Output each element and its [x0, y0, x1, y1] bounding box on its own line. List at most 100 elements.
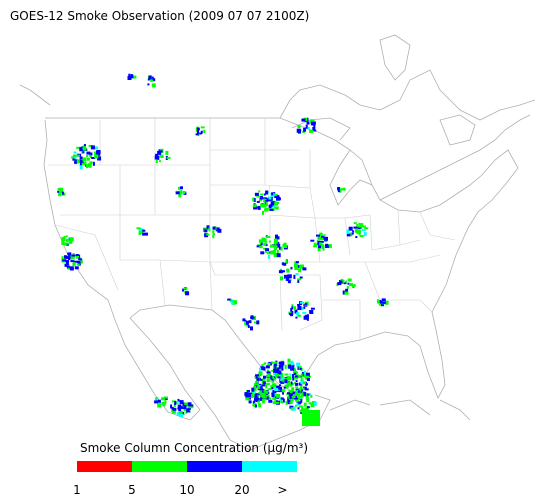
smoke-pixel [310, 307, 315, 310]
smoke-pixel [262, 210, 264, 215]
smoke-pixel [254, 397, 258, 401]
smoke-pixel [127, 76, 132, 80]
smoke-pixel [261, 391, 264, 396]
smoke-pixel [256, 200, 260, 203]
smoke-pixel [301, 389, 304, 392]
smoke-pixel [264, 241, 267, 244]
smoke-pixel [150, 79, 154, 82]
smoke-pixel [297, 306, 302, 310]
smoke-pixel [260, 251, 265, 255]
smoke-pixel [65, 260, 70, 262]
smoke-pixel [291, 396, 296, 398]
smoke-pixel [305, 303, 308, 306]
smoke-pixel [381, 298, 386, 302]
smoke-pixel [287, 382, 291, 385]
smoke-pixel [277, 236, 280, 240]
smoke-pixel [272, 204, 276, 209]
smoke-pixel [70, 260, 75, 263]
smoke-pixel [274, 366, 277, 370]
smoke-pixel [88, 144, 93, 147]
smoke-pixel [265, 202, 268, 207]
smoke-pixel [300, 307, 304, 311]
smoke-pixel [363, 232, 367, 237]
smoke-pixel [69, 237, 74, 242]
smoke-pixel [271, 361, 276, 364]
smoke-pixel [154, 400, 159, 404]
smoke-pixel [69, 266, 74, 270]
smoke-pixel [312, 127, 316, 130]
smoke-pixel [260, 378, 264, 381]
smoke-pixel [362, 225, 366, 228]
smoke-pixel [91, 157, 96, 159]
smoke-pixel [344, 291, 349, 295]
smoke-pixel [250, 315, 254, 320]
smoke-pixel [179, 413, 183, 417]
smoke-pixel [351, 232, 354, 235]
smoke-pixel [346, 230, 350, 234]
smoke-pixel [163, 396, 168, 399]
smoke-pixel [294, 263, 299, 268]
smoke-pixel [255, 376, 258, 379]
smoke-pixel [293, 406, 296, 411]
smoke-pixel [61, 191, 64, 195]
smoke-pixel [271, 393, 275, 398]
smoke-pixel [74, 159, 78, 163]
smoke-pixel [176, 412, 181, 417]
smoke-pixel [286, 384, 289, 389]
smoke-pixel [266, 252, 271, 255]
smoke-pixel [144, 232, 148, 236]
smoke-pixel [130, 74, 134, 79]
smoke-pixel [136, 227, 141, 230]
smoke-pixel [90, 156, 92, 158]
smoke-pixel [250, 392, 255, 396]
smoke-pixel [271, 201, 276, 206]
smoke-pixel [262, 398, 267, 401]
smoke-pixel [265, 392, 268, 397]
smoke-pixel [86, 151, 91, 155]
smoke-pixel [306, 399, 310, 403]
smoke-pixel [147, 83, 150, 86]
smoke-pixel [274, 373, 279, 378]
smoke-pixel [310, 403, 315, 408]
smoke-pixel [291, 382, 294, 386]
smoke-pixel [302, 410, 320, 426]
smoke-pixel [300, 301, 304, 304]
smoke-pixel [267, 363, 271, 366]
smoke-pixel [67, 252, 72, 256]
smoke-pixel [258, 403, 262, 408]
smoke-pixel [187, 407, 191, 410]
smoke-pixel [63, 255, 67, 260]
smoke-pixel [292, 362, 294, 366]
legend-title: Smoke Column Concentration (μg/m³) [80, 441, 308, 455]
smoke-pixel [291, 408, 296, 411]
smoke-pixel [337, 187, 341, 190]
smoke-pixel [278, 374, 281, 379]
smoke-pixel [62, 259, 67, 262]
smoke-pixel [257, 400, 260, 404]
smoke-pixel [283, 270, 286, 273]
smoke-pixel [285, 260, 288, 264]
smoke-pixel [340, 278, 344, 282]
smoke-pixel [258, 371, 263, 376]
smoke-pixel [65, 238, 69, 242]
smoke-pixel [307, 126, 310, 130]
smoke-pixel [82, 147, 87, 150]
smoke-pixel [340, 280, 344, 284]
smoke-pixel [280, 246, 283, 251]
smoke-pixel [183, 191, 187, 195]
smoke-pixel [304, 407, 309, 412]
smoke-pixel [65, 256, 70, 259]
smoke-pixel [304, 388, 309, 391]
smoke-pixel [274, 388, 279, 391]
smoke-pixel [295, 382, 299, 386]
smoke-pixel [353, 226, 358, 229]
smoke-pixel [206, 233, 210, 236]
smoke-pixel [174, 401, 177, 405]
smoke-pixel [282, 389, 286, 393]
smoke-pixel [287, 399, 291, 402]
smoke-pixel [319, 242, 323, 246]
smoke-pixel [162, 402, 166, 407]
smoke-pixel [257, 385, 261, 389]
smoke-pixel [278, 270, 283, 274]
smoke-pixel [155, 153, 159, 157]
